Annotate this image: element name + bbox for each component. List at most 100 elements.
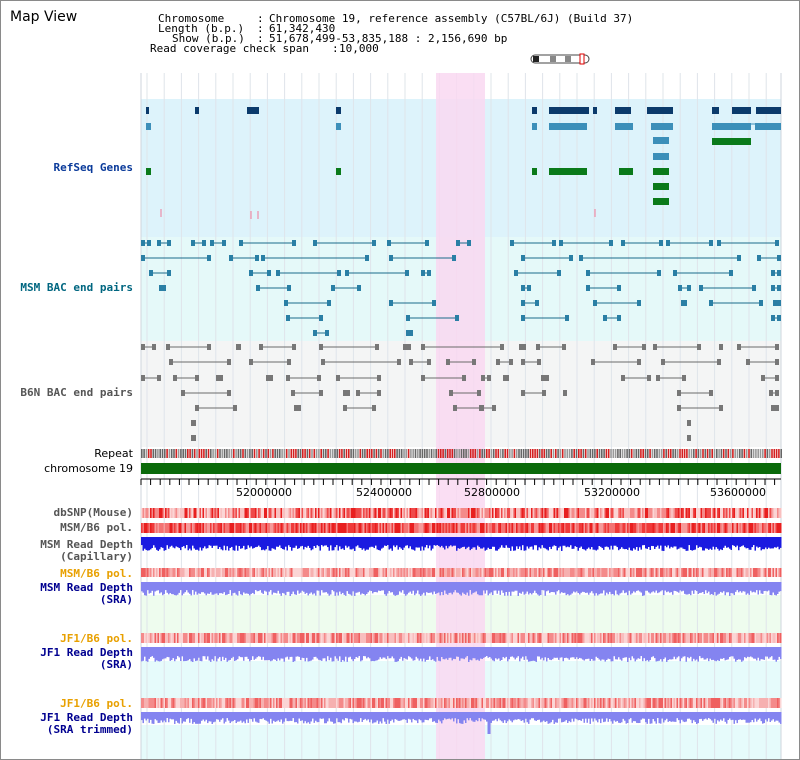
depth-bar: [715, 647, 717, 662]
depth-bar: [517, 647, 519, 657]
depth-bar: [310, 712, 312, 722]
heat-cell: [631, 568, 633, 577]
heat-cell: [409, 508, 411, 518]
bac-end-marker: [777, 270, 781, 276]
heat-cell: [355, 568, 357, 577]
depth-bar: [738, 537, 740, 551]
heat-cell: [396, 633, 398, 643]
depth-bar: [285, 537, 287, 547]
heat-cell: [426, 633, 428, 643]
depth-bar: [654, 582, 656, 593]
heat-cell: [190, 508, 192, 518]
heat-cell: [471, 568, 473, 577]
bac-end-marker: [389, 255, 393, 261]
track-label-jf1-depth-trimmed[interactable]: JF1 Read Depth: [40, 711, 133, 724]
depth-bar: [513, 647, 515, 658]
heat-cell: [474, 698, 476, 708]
heat-cell: [417, 633, 419, 643]
depth-bar: [667, 537, 669, 546]
heat-cell: [141, 508, 143, 518]
depth-bar: [453, 712, 455, 722]
heat-cell: [493, 523, 495, 533]
repeat-mark: [460, 449, 463, 458]
depth-bar: [220, 712, 222, 720]
depth-bar: [192, 647, 194, 662]
depth-bar: [367, 582, 369, 593]
repeat-mark: [614, 449, 617, 458]
heat-cell: [172, 508, 174, 518]
track-label-msm-depth-capillary[interactable]: MSM Read Depth: [40, 538, 133, 551]
heat-cell: [178, 568, 180, 577]
heat-cell: [681, 698, 683, 708]
heat-cell: [342, 523, 344, 533]
heat-cell: [141, 568, 143, 577]
heat-cell: [453, 633, 455, 643]
depth-bar: [697, 712, 699, 724]
heat-cell: [592, 633, 594, 643]
track-label-refseq-genes[interactable]: RefSeq Genes: [53, 161, 133, 174]
heat-cell: [370, 698, 372, 708]
heat-cell: [219, 633, 221, 643]
heat-cell: [235, 523, 237, 533]
heat-cell: [759, 633, 761, 643]
depth-bar: [723, 712, 725, 719]
selection-highlight: [436, 73, 485, 759]
track-label-dbsnp[interactable]: dbSNP(Mouse): [53, 506, 133, 519]
heat-cell: [766, 633, 768, 643]
depth-bar: [601, 647, 603, 660]
heat-cell: [154, 698, 156, 708]
track-label-jf1-b6-pol-1[interactable]: JF1/B6 pol.: [60, 632, 133, 645]
heat-cell: [723, 523, 725, 533]
track-label-msm-b6-pol-1[interactable]: MSM/B6 pol.: [60, 521, 133, 534]
track-label-msm-b6-pol-2[interactable]: MSM/B6 pol.: [60, 567, 133, 580]
heat-cell: [645, 508, 647, 518]
repeat-mark: [690, 449, 693, 458]
depth-bar: [297, 537, 299, 549]
depth-bar: [373, 647, 375, 662]
depth-bar: [481, 712, 483, 719]
depth-bar: [771, 647, 773, 657]
repeat-mark: [389, 449, 391, 458]
track-label-msm-depth-sra[interactable]: MSM Read Depth: [40, 581, 133, 594]
heat-cell: [613, 633, 615, 643]
depth-bar: [238, 582, 240, 592]
track-label-jf1-depth-sra[interactable]: JF1 Read Depth: [40, 646, 133, 659]
depth-bar: [696, 537, 698, 546]
repeat-mark: [495, 449, 497, 458]
heat-cell: [687, 698, 689, 708]
heat-cell: [276, 698, 278, 708]
heat-cell: [433, 698, 435, 708]
heat-cell: [304, 523, 306, 533]
depth-bar: [576, 712, 578, 720]
heat-cell: [777, 568, 779, 577]
heat-cell: [760, 633, 762, 643]
heat-cell: [226, 523, 228, 533]
heat-cell: [174, 633, 176, 643]
heat-cell: [156, 698, 158, 708]
bac-end-marker: [771, 405, 775, 411]
heat-cell: [543, 508, 545, 518]
depth-bar: [475, 582, 477, 592]
depth-bar: [582, 712, 584, 719]
depth-bar: [210, 647, 212, 662]
depth-bar: [301, 647, 303, 658]
bac-end-marker: [521, 390, 525, 396]
heat-cell: [270, 633, 272, 643]
heat-cell: [765, 633, 767, 643]
heat-cell: [334, 633, 336, 643]
track-label-msm-bac[interactable]: MSM BAC end pairs: [20, 281, 133, 294]
chromosome-ideogram[interactable]: [529, 53, 593, 65]
heat-cell: [694, 508, 696, 518]
repeat-mark: [398, 449, 401, 458]
track-label-jf1-b6-pol-2[interactable]: JF1/B6 pol.: [60, 697, 133, 710]
depth-bar: [466, 582, 468, 593]
depth-bar: [322, 647, 324, 659]
heat-cell: [310, 698, 312, 708]
repeat-mark: [725, 449, 727, 458]
depth-bar: [729, 647, 731, 658]
depth-bar: [706, 647, 708, 659]
heat-cell: [303, 508, 305, 518]
track-label-b6n-bac[interactable]: B6N BAC end pairs: [20, 386, 133, 399]
heat-cell: [684, 508, 686, 518]
